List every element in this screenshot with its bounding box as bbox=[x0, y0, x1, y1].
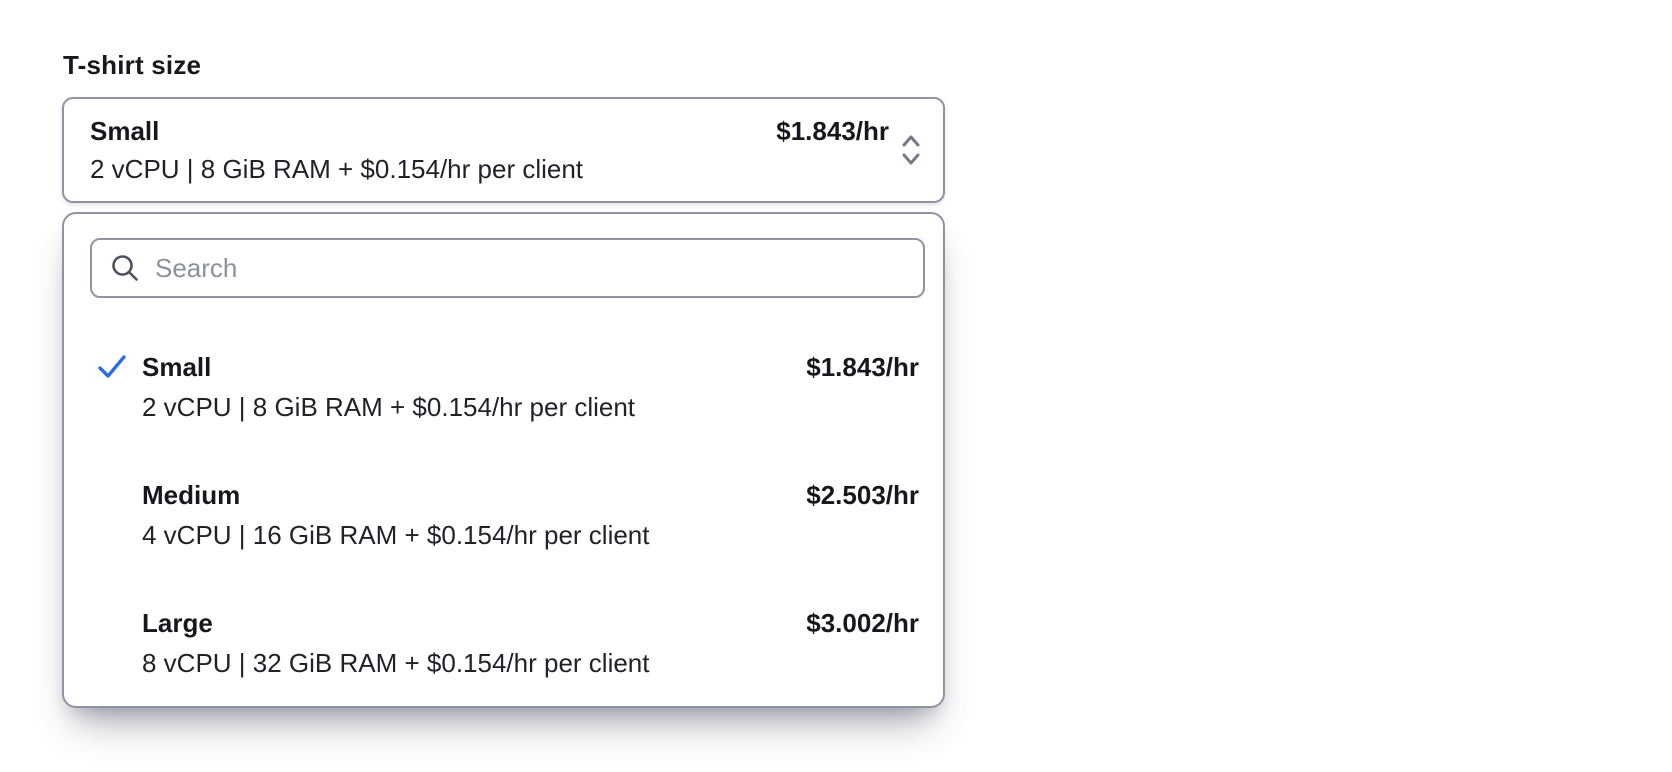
selected-option-description: 2 vCPU | 8 GiB RAM + $0.154/hr per clien… bbox=[90, 154, 584, 184]
chevron-up-down-icon bbox=[889, 112, 933, 188]
option-price: $3.002/hr bbox=[806, 608, 919, 638]
option-small[interactable]: Small $1.843/hr 2 vCPU | 8 GiB RAM + $0.… bbox=[64, 339, 943, 447]
tshirt-size-select-trigger[interactable]: Small $1.843/hr 2 vCPU | 8 GiB RAM + $0.… bbox=[62, 97, 945, 203]
size-dropdown-panel: Small $1.843/hr 2 vCPU | 8 GiB RAM + $0.… bbox=[62, 212, 945, 708]
option-price: $2.503/hr bbox=[806, 480, 919, 510]
search-box bbox=[90, 238, 925, 298]
option-name: Large bbox=[142, 608, 213, 638]
field-label: T-shirt size bbox=[63, 50, 202, 80]
option-medium[interactable]: Medium $2.503/hr 4 vCPU | 16 GiB RAM + $… bbox=[64, 467, 943, 575]
option-price: $1.843/hr bbox=[806, 352, 919, 382]
option-name: Medium bbox=[142, 480, 241, 510]
search-input[interactable] bbox=[155, 252, 907, 284]
options-list: Small $1.843/hr 2 vCPU | 8 GiB RAM + $0.… bbox=[64, 298, 943, 703]
trigger-content: Small $1.843/hr 2 vCPU | 8 GiB RAM + $0.… bbox=[90, 112, 889, 188]
search-icon bbox=[109, 252, 141, 284]
selected-option-price: $1.843/hr bbox=[776, 116, 889, 146]
selected-option-name: Small bbox=[90, 116, 160, 146]
option-description: 8 vCPU | 32 GiB RAM + $0.154/hr per clie… bbox=[142, 648, 650, 678]
option-description: 2 vCPU | 8 GiB RAM + $0.154/hr per clien… bbox=[142, 392, 636, 422]
option-large[interactable]: Large $3.002/hr 8 vCPU | 32 GiB RAM + $0… bbox=[64, 595, 943, 703]
option-description: 4 vCPU | 16 GiB RAM + $0.154/hr per clie… bbox=[142, 520, 650, 550]
option-name: Small bbox=[142, 352, 212, 382]
check-icon bbox=[96, 351, 128, 383]
